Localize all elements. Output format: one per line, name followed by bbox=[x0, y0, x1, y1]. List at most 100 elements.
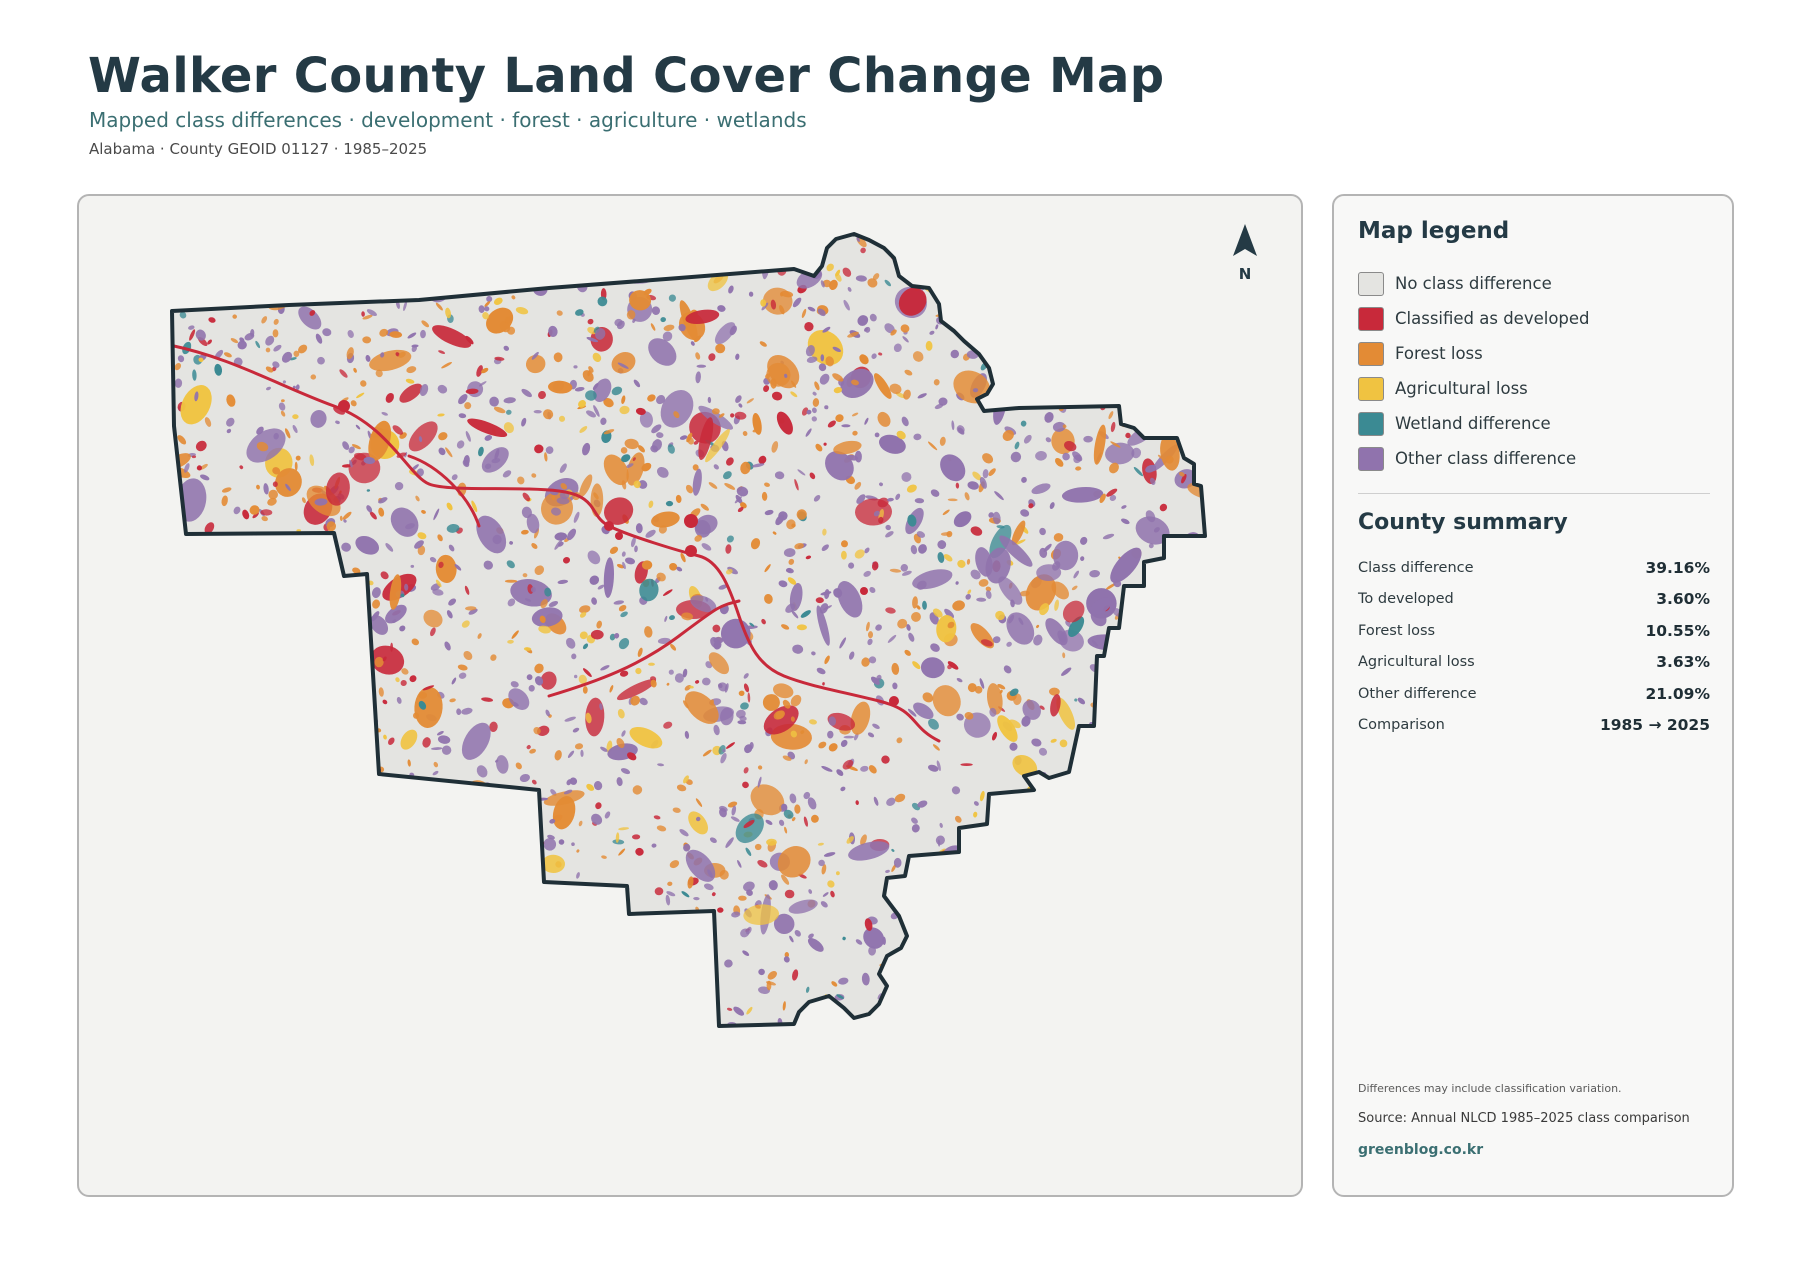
change-patch bbox=[1126, 295, 1138, 302]
change-patch bbox=[392, 425, 403, 435]
change-patch bbox=[694, 519, 711, 538]
change-patch bbox=[286, 1004, 291, 1010]
change-patch bbox=[557, 579, 569, 585]
change-patch bbox=[602, 978, 630, 1022]
change-patch bbox=[206, 822, 212, 832]
change-patch bbox=[593, 405, 600, 417]
change-patch bbox=[863, 927, 885, 949]
change-patch bbox=[295, 384, 300, 391]
change-patch bbox=[571, 842, 575, 847]
change-patch bbox=[359, 265, 367, 274]
change-patch bbox=[519, 887, 527, 894]
change-patch bbox=[510, 979, 517, 989]
change-patch bbox=[761, 302, 769, 311]
change-patch bbox=[1174, 277, 1192, 294]
change-patch bbox=[205, 1001, 210, 1005]
change-patch bbox=[194, 391, 199, 402]
change-patch bbox=[997, 715, 1018, 742]
change-patch bbox=[619, 670, 629, 677]
change-patch bbox=[318, 848, 327, 853]
change-patch bbox=[1038, 747, 1048, 756]
change-patch bbox=[760, 255, 767, 261]
change-patch bbox=[529, 830, 536, 837]
website-link[interactable]: greenblog.co.kr bbox=[1358, 1142, 1484, 1158]
change-patch bbox=[468, 608, 478, 615]
change-patch bbox=[272, 329, 279, 338]
change-patch bbox=[521, 388, 532, 398]
change-patch bbox=[230, 764, 258, 792]
change-patch bbox=[591, 597, 597, 605]
change-patch bbox=[425, 803, 437, 815]
change-patch bbox=[1077, 380, 1089, 393]
change-patch bbox=[1061, 378, 1067, 387]
change-patch bbox=[448, 866, 458, 875]
change-patch bbox=[383, 930, 388, 935]
legend-item-developed: Classified as developed bbox=[1358, 301, 1718, 336]
change-patch bbox=[370, 964, 378, 973]
change-patch bbox=[1180, 419, 1191, 429]
change-patch bbox=[1107, 966, 1132, 1002]
change-patch bbox=[332, 999, 338, 1006]
change-patch bbox=[1159, 503, 1168, 512]
change-patch bbox=[634, 545, 638, 553]
change-patch bbox=[369, 825, 378, 829]
change-patch bbox=[1009, 933, 1020, 944]
change-patch bbox=[742, 950, 750, 956]
change-patch bbox=[339, 906, 349, 915]
change-patch bbox=[281, 673, 311, 690]
change-patch bbox=[574, 910, 601, 939]
change-patch bbox=[440, 1021, 452, 1026]
change-patch bbox=[478, 446, 484, 457]
change-patch bbox=[661, 954, 670, 962]
change-patch bbox=[940, 454, 966, 482]
change-patch bbox=[346, 772, 357, 783]
change-patch bbox=[790, 694, 802, 707]
change-patch bbox=[243, 943, 249, 948]
change-patch bbox=[988, 468, 996, 476]
change-patch bbox=[484, 463, 492, 470]
change-patch bbox=[1050, 289, 1054, 294]
change-patch bbox=[740, 502, 747, 509]
change-patch bbox=[578, 400, 586, 408]
summary-value: 1985 → 2025 bbox=[1599, 716, 1710, 735]
change-patch bbox=[1060, 255, 1072, 265]
change-patch bbox=[395, 677, 400, 683]
change-patch bbox=[484, 434, 493, 441]
change-patch bbox=[865, 621, 870, 632]
change-patch bbox=[1138, 972, 1147, 980]
change-patch bbox=[911, 611, 921, 622]
change-patch bbox=[451, 677, 457, 685]
change-patch bbox=[533, 409, 542, 414]
change-patch bbox=[976, 890, 988, 900]
change-patch bbox=[231, 906, 243, 914]
change-patch bbox=[1120, 777, 1129, 787]
change-patch bbox=[1083, 435, 1093, 443]
change-patch bbox=[617, 362, 629, 369]
change-patch bbox=[916, 531, 926, 538]
change-patch bbox=[237, 340, 247, 350]
county-map[interactable] bbox=[79, 196, 1303, 1197]
change-patch bbox=[183, 692, 187, 700]
change-patch bbox=[514, 983, 520, 990]
change-patch bbox=[1060, 971, 1066, 980]
change-patch bbox=[435, 263, 442, 270]
change-patch bbox=[387, 788, 395, 795]
change-patch bbox=[423, 609, 443, 628]
change-patch bbox=[672, 922, 682, 935]
change-patch bbox=[1143, 246, 1168, 266]
change-patch bbox=[821, 864, 827, 875]
change-patch bbox=[301, 497, 306, 504]
change-patch bbox=[1109, 266, 1134, 289]
change-patch bbox=[999, 535, 1033, 567]
change-patch bbox=[298, 958, 306, 968]
change-patch bbox=[549, 818, 556, 824]
change-patch bbox=[540, 599, 548, 609]
change-patch bbox=[172, 802, 194, 840]
change-patch bbox=[1061, 821, 1068, 829]
change-patch bbox=[268, 980, 273, 991]
change-patch bbox=[910, 1023, 921, 1026]
change-patch bbox=[420, 285, 431, 296]
change-patch bbox=[1142, 605, 1151, 615]
map-panel[interactable] bbox=[77, 194, 1303, 1197]
change-patch bbox=[701, 543, 712, 551]
